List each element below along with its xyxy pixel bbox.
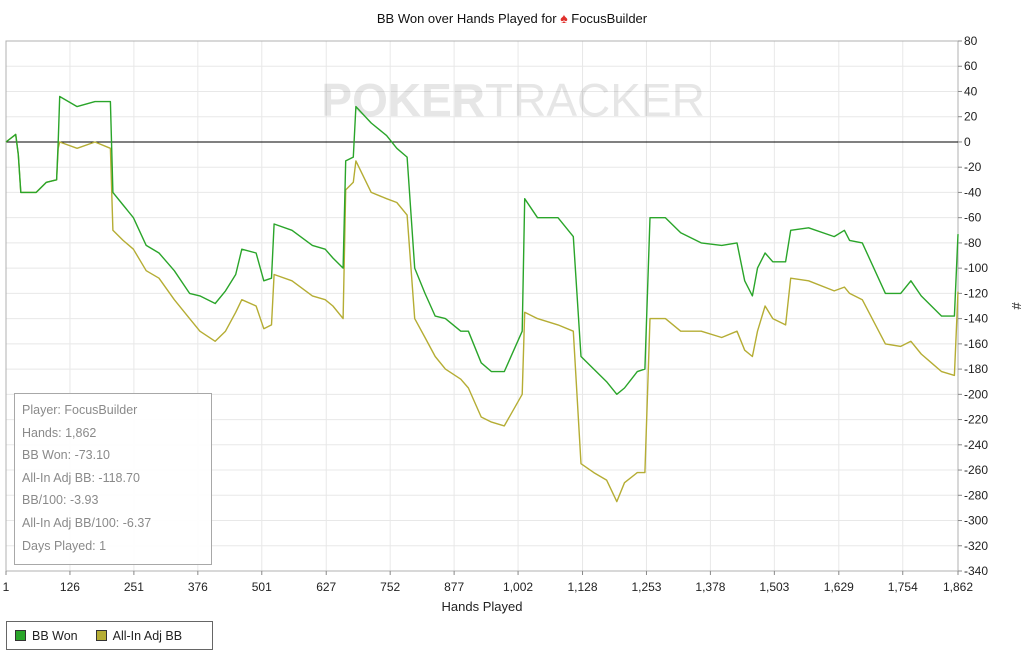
stat-bb-won: BB Won: -73.10 [22,448,111,463]
x-tick-label: 877 [444,580,464,594]
y-tick-label: -80 [964,236,982,250]
legend-item-bb-won[interactable]: BB Won [15,629,78,643]
y-tick-label: 80 [964,34,978,48]
x-tick-label: 1 [3,580,10,594]
y-axis-label: # [1009,302,1024,310]
y-tick-label: 40 [964,84,978,98]
legend-label-allin-adj-bb: All-In Adj BB [112,628,183,643]
y-tick-label: 0 [964,135,971,149]
y-tick-label: -60 [964,211,982,225]
series-line-allin-adj-bb [5,133,959,503]
y-axis: 80 60 40 20 0 -20 -40 -60 -80 -100 -120 -140 -160 -18… [958,34,988,578]
stat-days-played: Days Played: 1 [22,538,107,553]
stats-box: Player: FocusBuilder Hands: 1,862 BB Won… [14,393,212,565]
legend-swatch-allin-adj-bb [95,630,107,641]
spade-icon: ♠ [560,10,568,26]
stat-bb-per-100: BB/100: -3.93 [22,493,99,508]
y-tick-label: -180 [964,362,988,376]
series-layer [5,95,959,503]
x-axis-label: Hands Played [442,599,523,614]
watermark-tracker: TRACKER [485,74,705,126]
x-tick-label: 1,629 [824,580,854,594]
stat-hands: Hands: 1,862 [22,425,97,440]
chart-title-player: FocusBuilder [571,11,648,26]
y-tick-label: 60 [964,59,978,73]
stat-allin-adj-bb: All-In Adj BB: -118.70 [22,470,140,485]
y-tick-label: -20 [964,160,982,174]
x-tick-label: 1,253 [631,580,661,594]
y-tick-label: -40 [964,185,982,199]
y-tick-label: -220 [964,413,988,427]
stat-allin-adj-bb-per-100: All-In Adj BB/100: -6.37 [22,515,152,530]
stat-player: Player: FocusBuilder [22,403,138,417]
y-tick-label: -340 [964,564,988,578]
y-tick-label: -120 [964,286,988,300]
y-tick-label: -240 [964,438,988,452]
y-tick-label: 20 [964,110,978,124]
y-tick-label: -260 [964,463,988,477]
x-tick-label: 752 [380,580,400,594]
x-axis: 1 126 251 376 501 627 752 877 1,002 1,128 1,253 1,3… [3,571,973,594]
y-tick-label: -200 [964,387,988,401]
y-tick-label: -320 [964,539,988,553]
y-tick-label: -300 [964,514,988,528]
y-tick-label: -140 [964,312,988,326]
x-tick-label: 251 [124,580,144,594]
legend: BB Won All-In Adj BB [6,621,213,650]
x-tick-label: 1,754 [888,580,918,594]
x-tick-label: 376 [188,580,208,594]
x-tick-label: 1,378 [695,580,725,594]
x-tick-label: 1,002 [503,580,533,594]
legend-swatch-bb-won [15,630,26,641]
x-tick-label: 1,128 [568,580,598,594]
y-tick-label: -100 [964,261,988,275]
chart-title-text: BB Won over Hands Played for [376,11,557,26]
x-tick-label: 126 [60,580,80,594]
legend-item-allin-adj-bb[interactable]: All-In Adj BB [95,628,183,643]
x-tick-label: 1,503 [759,580,789,594]
watermark: POKER TRACKER [321,74,704,126]
x-tick-label: 627 [316,580,336,594]
y-tick-label: -280 [964,488,988,502]
y-tick-label: -160 [964,337,988,351]
watermark-poker: POKER [321,74,485,126]
x-tick-label: 1,862 [943,580,973,594]
legend-label-bb-won: BB Won [32,628,78,643]
chart-title: BB Won over Hands Played for ♠ FocusBuil… [0,10,1024,26]
x-tick-label: 501 [252,580,272,594]
series-line-bb-won [5,95,959,395]
